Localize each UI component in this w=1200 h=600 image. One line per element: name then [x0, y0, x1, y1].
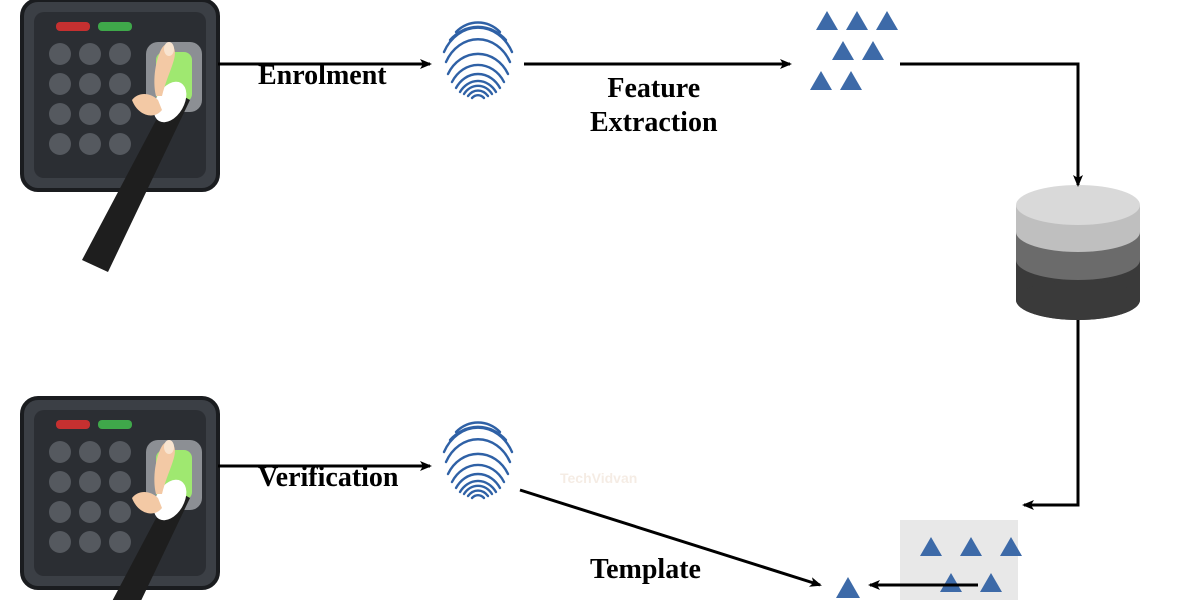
- label-feature-extraction: Feature Extraction: [590, 72, 718, 140]
- watermark-1: TechVidvan: [40, 170, 117, 186]
- database-icon: [1016, 185, 1140, 320]
- label-enrolment: Enrolment: [258, 60, 387, 92]
- arrows: [218, 64, 978, 585]
- feature-triangles-top: [810, 11, 898, 90]
- watermark-3: TechVidvan: [560, 470, 637, 486]
- watermark-2: TechVidvan: [1020, 225, 1097, 241]
- fingerprint-icon-top: [444, 22, 512, 98]
- scanner-bottom: [22, 398, 218, 600]
- label-template: Template: [590, 554, 701, 586]
- label-verification: Verification: [258, 462, 399, 494]
- lone-triangle: [836, 577, 860, 598]
- polyline-arrows: [900, 64, 1078, 505]
- diagram-canvas: TechVidvan TechVidvan TechVidvan Enrolme…: [0, 0, 1200, 600]
- fingerprint-icon-bottom: [444, 422, 512, 498]
- scanner-top: [22, 0, 218, 272]
- template-block: [900, 520, 1022, 600]
